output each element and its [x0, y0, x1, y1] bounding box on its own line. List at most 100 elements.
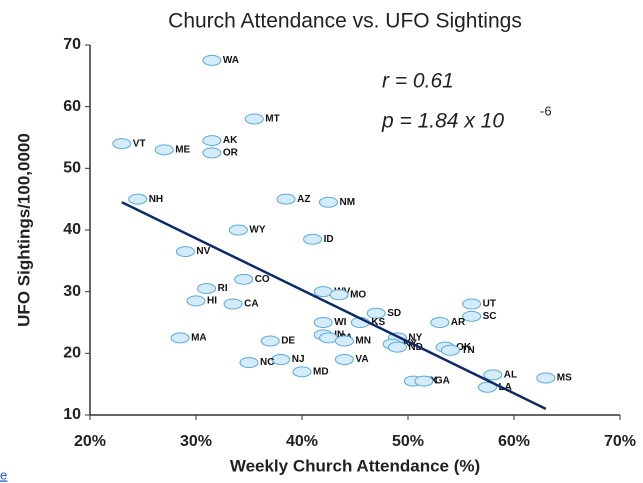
ufo-point	[478, 381, 497, 393]
ufo-point	[228, 224, 248, 236]
ufo-point	[223, 298, 243, 310]
state-label: AK	[223, 135, 238, 146]
y-tick-label: 50	[63, 160, 81, 177]
ufo-point	[271, 354, 291, 365]
ufo-point	[234, 273, 254, 285]
ufo-point	[175, 246, 195, 258]
state-label: DE	[281, 336, 295, 347]
state-label: WA	[223, 55, 239, 66]
ufo-point	[244, 113, 264, 125]
state-label: GA	[435, 376, 450, 387]
state-label: NJ	[292, 354, 305, 365]
state-label: NY	[408, 333, 422, 344]
ufo-point	[197, 283, 217, 295]
ufo-point	[202, 147, 222, 159]
ufo-point	[430, 317, 450, 328]
ufo-point	[186, 295, 206, 307]
ufo-point	[154, 144, 174, 156]
state-label: OK	[456, 342, 472, 353]
p-exponent: -6	[540, 103, 552, 118]
ufo-point	[128, 193, 148, 205]
ufo-point	[313, 317, 333, 328]
state-label: AZ	[297, 194, 310, 205]
state-label: ID	[324, 234, 334, 245]
y-axis-label: UFO Sightings/100,0000	[14, 133, 33, 327]
state-label: MA	[191, 333, 207, 344]
state-label: NV	[196, 246, 210, 257]
y-tick-label: 60	[63, 98, 81, 115]
ufo-point	[239, 357, 259, 369]
state-label: AR	[451, 317, 466, 328]
ufo-point	[276, 193, 296, 205]
state-label: CA	[244, 299, 258, 310]
state-label: MD	[313, 366, 329, 377]
state-label: WI	[334, 317, 346, 328]
ufo-point	[334, 354, 354, 365]
state-label: NH	[149, 194, 163, 205]
y-tick-label: 10	[63, 406, 81, 423]
state-label: IN	[334, 329, 344, 340]
state-label: VA	[355, 354, 368, 365]
state-label: KY	[403, 339, 417, 350]
ufo-point	[313, 286, 333, 298]
state-label: NM	[340, 197, 356, 208]
ufo-point	[202, 54, 222, 66]
ufo-point	[366, 307, 386, 319]
ufo-point	[329, 289, 349, 301]
state-label: AL	[504, 370, 517, 381]
r-annotation: r = 0.61	[382, 70, 454, 93]
state-label: WY	[249, 225, 265, 236]
ufo-point	[483, 369, 503, 381]
ufo-point	[319, 332, 338, 344]
y-tick-label: 30	[63, 283, 81, 300]
ufo-point	[440, 344, 460, 356]
state-label: MN	[355, 336, 371, 347]
state-label: MO	[350, 289, 366, 300]
ufo-point	[292, 366, 312, 378]
y-tick-label: 70	[63, 36, 81, 53]
ufo-point	[303, 233, 323, 245]
x-axis-label: Weekly Church Attendance (%)	[230, 456, 480, 475]
ufo-point	[387, 341, 407, 353]
y-tick-label: 40	[63, 221, 81, 238]
x-tick-label: 20%	[74, 433, 106, 450]
state-label: HI	[207, 296, 217, 307]
ufo-point	[334, 335, 354, 347]
state-label: LA	[499, 382, 512, 393]
p-annotation: p = 1.84 x 10	[381, 110, 504, 133]
x-tick-label: 50%	[392, 433, 424, 450]
y-tick-label: 20	[63, 345, 81, 362]
footer-link[interactable]: e	[0, 467, 7, 482]
ufo-point	[462, 298, 482, 310]
ufo-point	[170, 332, 190, 344]
ufo-point	[536, 372, 556, 384]
state-label: MT	[265, 114, 279, 125]
ufo-point	[462, 310, 482, 322]
state-label: KS	[371, 317, 385, 328]
state-label: ME	[175, 144, 190, 155]
x-tick-label: 30%	[180, 433, 212, 450]
state-label: RI	[218, 283, 228, 294]
state-label: SC	[483, 311, 497, 322]
ufo-point	[112, 138, 132, 150]
ufo-point	[319, 196, 338, 208]
state-label: SD	[387, 308, 401, 319]
state-label: VT	[133, 138, 146, 149]
state-label: NC	[260, 357, 274, 368]
ufo-point	[414, 375, 434, 387]
x-tick-label: 60%	[498, 433, 530, 450]
x-tick-label: 70%	[604, 433, 636, 450]
ufo-point	[260, 335, 280, 347]
x-tick-label: 40%	[286, 433, 318, 450]
state-label: UT	[483, 299, 496, 310]
state-label: ND	[408, 342, 422, 353]
state-label: OR	[223, 148, 239, 159]
state-label: TN	[461, 345, 474, 356]
state-label: CO	[255, 274, 270, 285]
trend-line	[121, 201, 547, 410]
state-label: MS	[557, 373, 572, 384]
ufo-point	[202, 135, 222, 147]
chart-title: Church Attendance vs. UFO Sightings	[168, 10, 522, 33]
